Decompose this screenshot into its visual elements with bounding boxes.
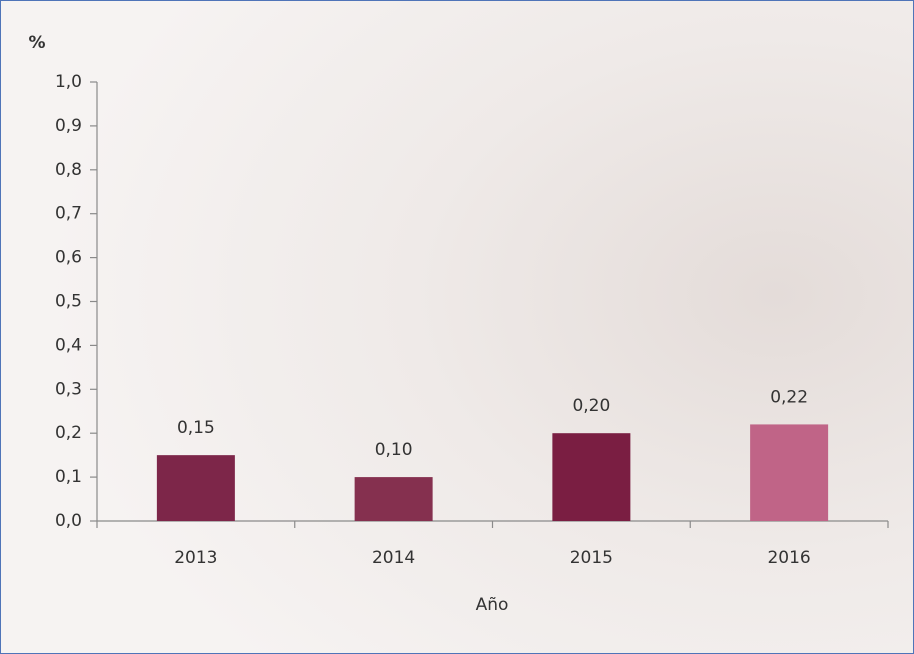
y-tick-label: 0,9 <box>55 116 82 136</box>
x-axis-title: Año <box>476 595 509 615</box>
y-tick-label: 1,0 <box>55 72 82 92</box>
y-tick-label: 0,8 <box>55 160 82 180</box>
chart: % Año 0,0 0,1 0,2 0,3 0,4 0,5 0,6 0,7 0,8 0,9 1,0 2… <box>0 0 914 654</box>
y-tick-label: 0,0 <box>55 511 82 531</box>
value-label: 0,15 <box>177 418 215 438</box>
value-label: 0,20 <box>572 396 610 416</box>
value-label: 0,22 <box>770 387 808 407</box>
y-tick-label: 0,5 <box>55 292 82 312</box>
y-tick-label: 0,7 <box>55 204 82 224</box>
bar <box>552 433 630 521</box>
page: % Año 0,0 0,1 0,2 0,3 0,4 0,5 0,6 0,7 0,8 0,9 1,0 2… <box>0 0 914 654</box>
bar <box>750 424 828 521</box>
bar <box>355 477 433 521</box>
value-label: 0,10 <box>375 440 413 460</box>
y-tick-label: 0,6 <box>55 248 82 268</box>
x-tick-label: 2014 <box>372 548 415 568</box>
y-tick-label: 0,4 <box>55 335 82 355</box>
y-tick-label: 0,2 <box>55 423 82 443</box>
bar <box>157 455 235 521</box>
x-tick-label: 2015 <box>570 548 613 568</box>
y-axis-title: % <box>28 33 45 53</box>
y-tick-label: 0,1 <box>55 467 82 487</box>
x-tick-label: 2013 <box>174 548 217 568</box>
y-tick-label: 0,3 <box>55 379 82 399</box>
x-tick-label: 2016 <box>767 548 810 568</box>
